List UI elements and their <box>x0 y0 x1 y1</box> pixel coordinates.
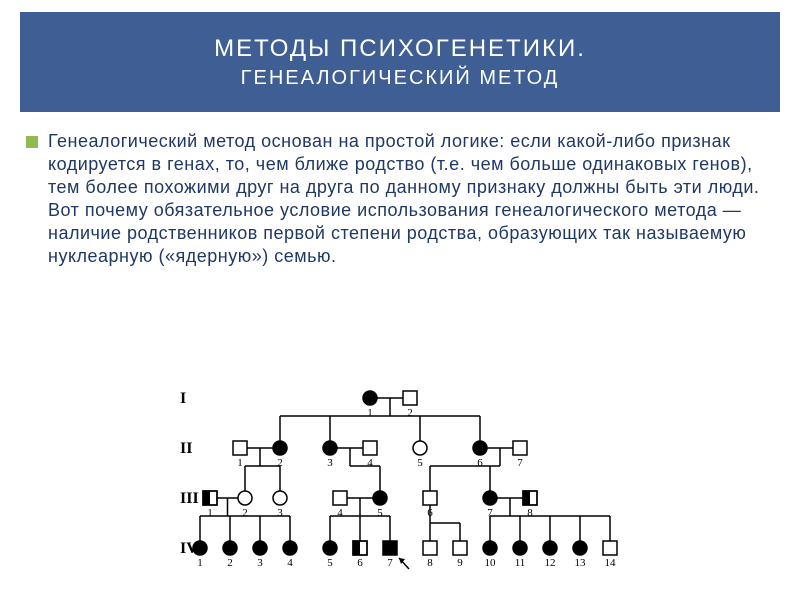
svg-text:9: 9 <box>457 557 463 569</box>
svg-text:I: I <box>180 390 186 407</box>
svg-text:2: 2 <box>227 557 233 569</box>
svg-text:7: 7 <box>487 507 493 519</box>
svg-text:II: II <box>180 440 192 457</box>
svg-text:III: III <box>180 490 199 507</box>
pedigree-chart: IIIIIIIV12123456712345678123456789101112… <box>180 380 620 580</box>
svg-text:7: 7 <box>517 457 523 469</box>
bullet-row: Генеалогический метод основан на простой… <box>26 130 774 268</box>
svg-text:1: 1 <box>197 557 203 569</box>
slide: МЕТОДЫ ПСИХОГЕНЕТИКИ. ГЕНЕАЛОГИЧЕСКИЙ МЕ… <box>0 0 800 600</box>
svg-text:2: 2 <box>277 457 283 469</box>
svg-text:1: 1 <box>367 407 373 419</box>
svg-text:8: 8 <box>427 557 433 569</box>
svg-text:11: 11 <box>515 557 526 569</box>
svg-text:7: 7 <box>387 557 393 569</box>
svg-text:8: 8 <box>527 507 533 519</box>
svg-text:3: 3 <box>277 507 283 519</box>
svg-text:4: 4 <box>337 507 343 519</box>
svg-text:10: 10 <box>485 557 497 569</box>
svg-text:6: 6 <box>427 507 433 519</box>
svg-text:5: 5 <box>327 557 333 569</box>
title-line2: ГЕНЕАЛОГИЧЕСКИЙ МЕТОД <box>20 67 780 90</box>
svg-text:4: 4 <box>287 557 293 569</box>
bullet-icon <box>26 136 38 148</box>
svg-text:12: 12 <box>545 557 556 569</box>
svg-text:13: 13 <box>575 557 587 569</box>
body: Генеалогический метод основан на простой… <box>26 130 774 268</box>
title-band: МЕТОДЫ ПСИХОГЕНЕТИКИ. ГЕНЕАЛОГИЧЕСКИЙ МЕ… <box>20 12 780 112</box>
body-text: Генеалогический метод основан на простой… <box>48 130 774 268</box>
svg-text:1: 1 <box>237 457 243 469</box>
svg-text:3: 3 <box>257 557 263 569</box>
svg-text:2: 2 <box>242 507 248 519</box>
svg-text:5: 5 <box>417 457 423 469</box>
svg-text:6: 6 <box>357 557 363 569</box>
svg-text:6: 6 <box>477 457 483 469</box>
svg-text:3: 3 <box>327 457 333 469</box>
svg-text:1: 1 <box>207 507 213 519</box>
title-line1: МЕТОДЫ ПСИХОГЕНЕТИКИ. <box>20 35 780 63</box>
svg-text:5: 5 <box>377 507 383 519</box>
svg-text:2: 2 <box>407 407 413 419</box>
svg-text:4: 4 <box>367 457 373 469</box>
svg-text:14: 14 <box>605 557 617 569</box>
